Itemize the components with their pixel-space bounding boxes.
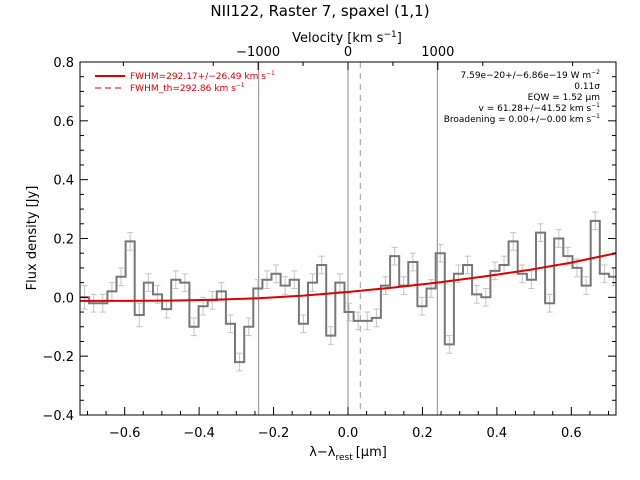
x-tick-label: 0.0 [338,426,359,441]
legend-fit-text: FWHM=292.17+/−26.49 km s [130,72,266,82]
stats-line-exp: −1 [591,102,600,109]
top-axis-label-exp: −1 [383,30,396,40]
top-tick-label: −1000 [236,45,280,60]
stats-line-exp: −1 [591,113,600,120]
y-tick-label: 0.4 [53,174,74,189]
legend-fit-exp: −1 [266,70,275,77]
stats-line: 7.59e−20+/−6.86e−19 W m−2 [461,69,601,81]
x-axis-label-unit: [μm] [356,445,387,460]
stats-line-text: 7.59e−20+/−6.86e−19 W m [461,71,592,81]
axes: −0.6 −0.4 −0.2 0.0 0.2 0.4 0.6 −0.4 −0.2 0.0 0.2 0.… [42,45,617,441]
legend-fit-th-label: FWHM_th=292.86 km s−1 [130,82,245,94]
legend-fit-th-exp: −1 [236,82,245,89]
y-tick-label: −0.2 [42,350,74,365]
x-axis-label-sub: rest [335,453,353,463]
stats-line: EQW = 1.52 μm [528,93,600,103]
top-axis-label-end: ] [397,31,402,46]
stats-line: Broadening = 0.00+/−0.00 km s−1 [444,113,600,125]
x-axis-label-text: λ−λ [309,445,336,460]
fit-curve [80,252,616,302]
stats-line-exp: −2 [591,69,600,76]
y-axis-label: Flux density [Jy] [25,186,40,291]
stats-line: 0.11σ [574,82,600,92]
top-axis-label-text: Velocity [km s [292,31,384,46]
chart-title: NII122, Raster 7, spaxel (1,1) [210,2,429,20]
x-tick-label: 0.2 [412,426,433,441]
stats-line-text: 0.11σ [574,82,600,92]
x-tick-label: 0.4 [487,426,508,441]
top-axis-label: Velocity [km s−1] [292,30,402,46]
stats-line: v = 61.28+/−41.52 km s−1 [479,102,601,114]
top-tick-label: 0 [344,45,352,60]
x-tick-label: −0.2 [258,426,290,441]
y-tick-label: 0.6 [53,115,74,130]
legend-fit-label: FWHM=292.17+/−26.49 km s−1 [130,70,275,82]
stats-line-text: v = 61.28+/−41.52 km s [479,104,592,114]
legend: FWHM=292.17+/−26.49 km s−1 FWHM_th=292.8… [95,70,275,94]
x-tick-label: 0.6 [561,426,582,441]
x-axis-label: λ−λrest [μm] [309,445,387,463]
stats-line-text: Broadening = 0.00+/−0.00 km s [444,115,592,125]
y-tick-label: 0.2 [53,233,74,248]
x-tick-label: −0.4 [183,426,215,441]
stats-line-text: EQW = 1.52 μm [528,93,600,103]
spectrum-histogram [80,219,616,364]
x-tick-label: −0.6 [109,426,141,441]
y-tick-label: 0.0 [53,291,74,306]
legend-fit-th-text: FWHM_th=292.86 km s [130,84,236,94]
y-tick-label: −0.4 [42,409,74,424]
top-tick-label: 1000 [421,45,454,60]
y-tick-label: 0.8 [53,56,74,71]
